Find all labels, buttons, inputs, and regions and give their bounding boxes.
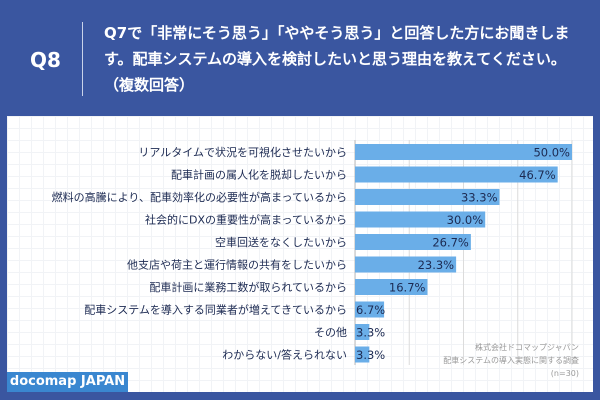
bar [355,211,486,228]
source-note: 株式会社ドコマップジャパン 配車システムの導入実態に関する調査 (n=30) [443,341,579,380]
category-label: 他支店や荷主と運行情報の共有をしたいから [127,258,347,272]
source-survey: 配車システムの導入実態に関する調査 [443,356,579,365]
bar [355,301,385,318]
brand-logo: docomap JAPAN [7,372,128,392]
value-label: 16.7% [389,281,426,295]
divider [82,22,83,96]
bar [355,189,500,205]
value-label: 30.0% [447,213,484,227]
category-label: 配車システムを導入する同業者が増えてきているから [84,303,347,317]
category-label: 空車回送をなくしたいから [215,235,347,249]
bar [355,234,471,250]
category-label: その他 [314,326,347,339]
value-label: 50.0% [533,146,570,160]
value-label: 3.3% [356,348,385,362]
category-label: 配車計画の属人化を脱却したいから [171,168,347,182]
bar [355,346,370,363]
bar [355,279,428,295]
value-label: 23.3% [418,258,455,272]
bar [355,144,572,160]
value-label: 26.7% [432,236,469,250]
sample-size: (n=30) [550,369,579,378]
value-label: 6.7% [356,303,385,317]
category-label: リアルタイムで状況を可視化させたいから [138,145,347,159]
source-company: 株式会社ドコマップジャパン [475,343,579,352]
question-number: Q8 [30,48,61,72]
bar-chart: リアルタイムで状況を可視化させたいから 50.0% 配車計画の属人化を脱却したいから… [52,140,573,365]
chart-panel: リアルタイムで状況を可視化させたいから 50.0% 配車計画の属人化を脱却したいから… [7,116,593,392]
bar [355,256,457,273]
category-label: 配車計画に業務工数が取られているから [149,280,347,294]
category-label: 燃料の高騰により、配車効率化の必要性が高まっているから [52,190,347,204]
category-label: 社会的にDXの重要性が高まっているから [145,213,347,227]
bar [355,166,558,183]
question-title: Q7で「非常にそう思う」「ややそう思う」と回答した方にお聞きします。配車システム… [104,24,570,94]
value-label: 46.7% [519,168,556,182]
value-label: 33.3% [461,191,498,205]
category-label: わからない/答えられない [222,348,347,362]
bar [355,324,370,340]
value-label: 3.3% [356,326,385,340]
